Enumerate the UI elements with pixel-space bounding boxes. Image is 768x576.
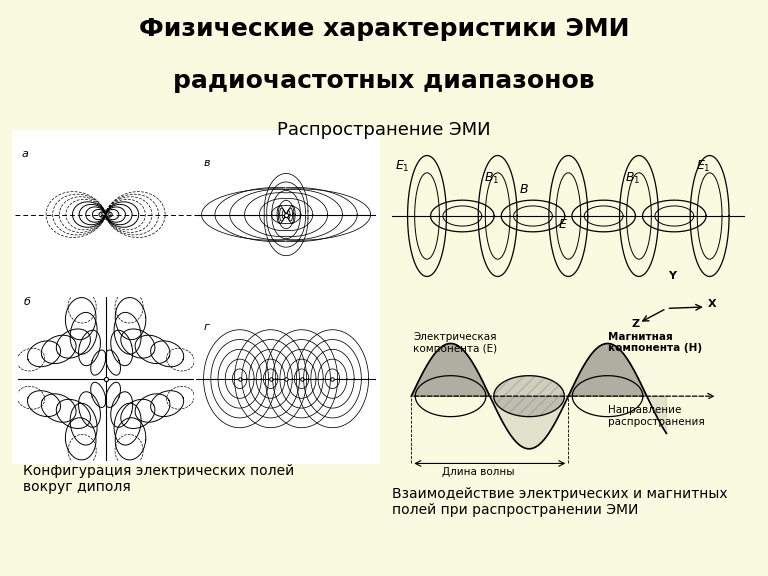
Text: Конфигурация электрических полей
вокруг диполя: Конфигурация электрических полей вокруг … [23,464,294,494]
Text: радиочастотных диапазонов: радиочастотных диапазонов [174,69,594,93]
Polygon shape [494,376,564,416]
Text: Распространение ЭМИ: Распространение ЭМИ [277,121,491,139]
Text: Физические характеристики ЭМИ: Физические характеристики ЭМИ [139,17,629,41]
Text: Направление
распространения: Направление распространения [607,405,704,427]
Text: Электрическая
компонента (Е): Электрическая компонента (Е) [413,332,498,354]
Text: г: г [204,322,210,332]
Text: $B_1$: $B_1$ [625,170,641,185]
Text: а: а [22,149,28,160]
Text: в: в [204,158,210,168]
Text: Магнитная
компонента (Н): Магнитная компонента (Н) [607,332,702,354]
Text: Y: Y [668,271,677,281]
Text: $B$: $B$ [519,183,528,196]
Text: Z: Z [631,320,639,329]
Text: Взаимодействие электрических и магнитных
полей при распространении ЭМИ: Взаимодействие электрических и магнитных… [392,487,727,517]
Text: Длина волны: Длина волны [442,467,515,477]
Text: $E_1$: $E_1$ [396,159,410,174]
Text: $B_1$: $B_1$ [484,170,499,185]
Text: $E_1$: $E_1$ [696,159,710,174]
Text: X: X [707,299,717,309]
Text: б: б [24,297,31,308]
Text: $E$: $E$ [558,218,568,230]
